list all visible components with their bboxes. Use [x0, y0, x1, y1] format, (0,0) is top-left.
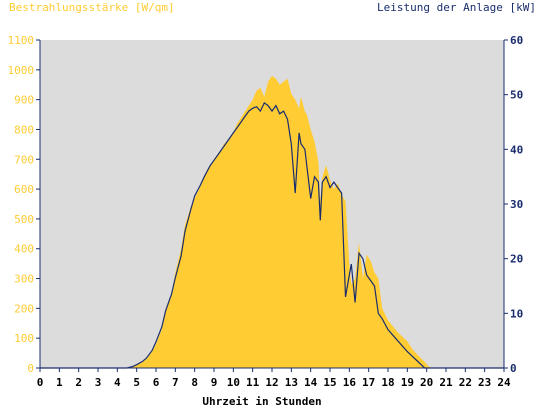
left-tick-label: 800	[14, 123, 34, 136]
x-tick-label: 15	[323, 376, 336, 389]
x-tick-label: 5	[133, 376, 140, 389]
right-tick-label: 60	[510, 34, 523, 47]
x-tick-label: 14	[304, 376, 318, 389]
right-y-ticks: 0 10 20 30 40 50 60	[504, 34, 523, 375]
left-tick-label: 200	[14, 302, 34, 315]
x-tick-label: 12	[265, 376, 278, 389]
right-tick-label: 0	[510, 362, 517, 375]
x-tick-label: 7	[172, 376, 179, 389]
x-tick-label: 23	[478, 376, 491, 389]
x-tick-label: 13	[285, 376, 298, 389]
right-tick-label: 50	[510, 89, 523, 102]
left-tick-label: 0	[27, 362, 34, 375]
right-tick-label: 20	[510, 253, 523, 266]
right-tick-label: 30	[510, 198, 523, 211]
x-tick-label: 2	[75, 376, 82, 389]
irradiance-area	[40, 75, 504, 369]
right-axis-title: Leistung der Anlage [kW]	[377, 1, 536, 14]
left-tick-label: 1000	[8, 64, 35, 77]
x-tick-label: 22	[459, 376, 472, 389]
x-tick-label: 0	[37, 376, 44, 389]
x-tick-label: 9	[211, 376, 218, 389]
left-tick-label: 1100	[8, 34, 35, 47]
x-tick-label: 21	[439, 376, 453, 389]
left-tick-label: 100	[14, 332, 34, 345]
x-tick-label: 17	[362, 376, 375, 389]
left-y-ticks: 0 100 200 300 400 500 600 700 800 900 1000 1100	[8, 34, 40, 375]
power-line	[40, 101, 504, 369]
left-tick-label: 600	[14, 183, 34, 196]
power-line-layer	[40, 101, 504, 369]
x-tick-label: 10	[227, 376, 240, 389]
x-ticks: 0 1 2 3 4 5 6 7 8 9 10 11 12 13 14 15 16 17 18 19 20 21 22 23 24	[37, 368, 511, 389]
left-tick-label: 400	[14, 243, 34, 256]
left-tick-label: 900	[14, 94, 34, 107]
x-axis-title: Uhrzeit in Stunden	[202, 395, 321, 408]
x-tick-label: 20	[420, 376, 433, 389]
irradiance-area-layer	[40, 75, 504, 369]
x-tick-label: 19	[401, 376, 414, 389]
x-tick-label: 4	[114, 376, 121, 389]
left-tick-label: 500	[14, 213, 34, 226]
left-axis-title: Bestrahlungsstärke [W/qm]	[9, 1, 175, 14]
left-tick-label: 300	[14, 273, 34, 286]
x-tick-label: 3	[95, 376, 102, 389]
x-tick-label: 6	[153, 376, 160, 389]
x-tick-label: 18	[381, 376, 394, 389]
x-tick-label: 1	[56, 376, 63, 389]
left-tick-label: 700	[14, 153, 34, 166]
right-tick-label: 40	[510, 143, 523, 156]
x-tick-label: 11	[246, 376, 260, 389]
x-tick-label: 16	[343, 376, 357, 389]
x-tick-label: 24	[497, 376, 511, 389]
x-tick-label: 8	[191, 376, 198, 389]
right-tick-label: 10	[510, 307, 523, 320]
